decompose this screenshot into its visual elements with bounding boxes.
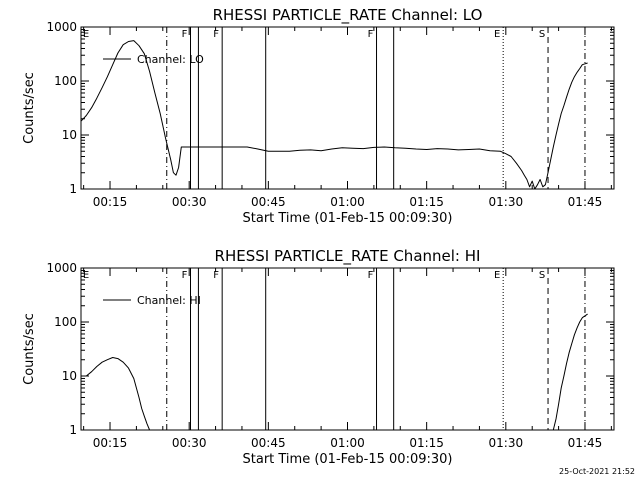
lo-channel-panel: RHESSI PARTICLE_RATE Channel: LO 1 10 100 10…	[22, 6, 615, 226]
hi-channel-panel: RHESSI PARTICLE_RATE Channel: HI 1 10 100 10…	[22, 247, 615, 467]
legend-label: Channel: HI	[137, 294, 201, 307]
x-tick-label: 01:15	[409, 195, 444, 209]
x-tick-label: 00:45	[251, 436, 286, 450]
y-tick-label: 100	[54, 315, 77, 329]
event-marker-label: F	[368, 29, 374, 40]
event-marker-label: S	[539, 270, 545, 281]
event-marker-label: S	[539, 29, 545, 40]
y-tick-label: 1000	[46, 20, 77, 34]
x-tick-label: 01:30	[489, 436, 524, 450]
x-tick-label: 00:45	[251, 195, 286, 209]
x-axis-label: Start Time (01-Feb-15 00:09:30)	[243, 452, 453, 467]
x-tick-label: 01:15	[409, 436, 444, 450]
series-line	[81, 357, 151, 431]
event-marker-label: F	[368, 270, 374, 281]
y-tick-label: 1	[69, 182, 77, 196]
event-marker-label: E	[83, 29, 89, 40]
chart-title: RHESSI PARTICLE_RATE Channel: LO	[213, 6, 483, 25]
event-marker-label: E	[83, 270, 89, 281]
event-marker-label: E	[494, 29, 500, 40]
y-tick-label: 10	[62, 369, 77, 383]
event-marker-label: E	[494, 270, 500, 281]
x-tick-label: 00:30	[172, 436, 207, 450]
x-tick-label: 01:45	[568, 195, 603, 209]
event-marker-label: F	[213, 29, 219, 40]
plot-frame	[80, 26, 615, 190]
event-marker-label: F	[182, 29, 188, 40]
y-tick-label: 10	[62, 128, 77, 142]
legend-label: Channel: LO	[137, 53, 204, 66]
generation-timestamp: 25-Oct-2021 21:52	[559, 467, 635, 476]
x-tick-label: 01:45	[568, 436, 603, 450]
plot-frame	[80, 267, 615, 431]
series-line	[552, 313, 588, 431]
y-tick-label: 100	[54, 74, 77, 88]
x-tick-label: 01:00	[330, 436, 365, 450]
y-axis-label: Counts/sec	[22, 313, 37, 385]
y-tick-label: 1	[69, 423, 77, 437]
x-tick-label: 00:15	[93, 436, 128, 450]
y-tick-label: 1000	[46, 261, 77, 275]
y-axis-label: Counts/sec	[22, 72, 37, 144]
series-line	[80, 40, 588, 190]
event-marker-label: F	[182, 270, 188, 281]
event-marker-label: F	[213, 270, 219, 281]
x-tick-label: 01:30	[489, 195, 524, 209]
x-axis-label: Start Time (01-Feb-15 00:09:30)	[243, 211, 453, 226]
x-tick-label: 00:30	[172, 195, 207, 209]
x-tick-label: 01:00	[330, 195, 365, 209]
chart-title: RHESSI PARTICLE_RATE Channel: HI	[215, 247, 481, 266]
x-tick-label: 00:15	[93, 195, 128, 209]
